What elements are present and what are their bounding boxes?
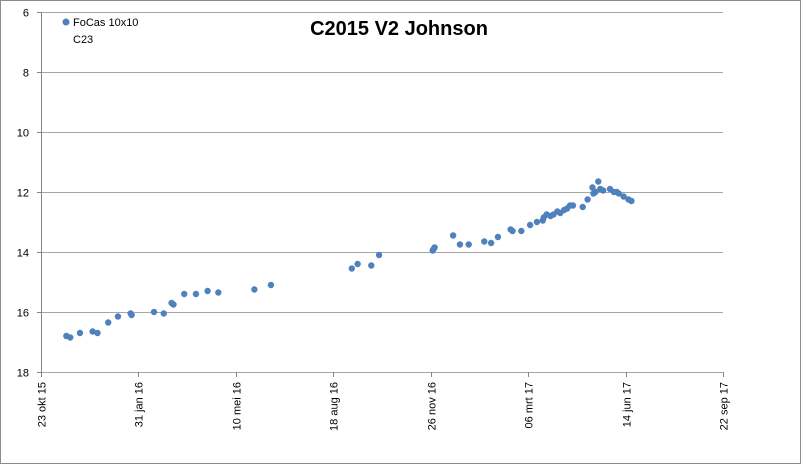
data-point <box>160 310 167 317</box>
x-tick-label: 23 okt 15 <box>37 382 49 427</box>
x-tick-label: 26 nov 16 <box>427 382 439 430</box>
data-point <box>431 244 438 251</box>
y-tick-label: 14 <box>17 248 29 260</box>
y-tick-labels: 6 8 10 12 14 16 18 <box>17 8 29 380</box>
data-point <box>215 289 222 296</box>
x-tick-label: 06 mrt 17 <box>524 382 536 428</box>
data-point <box>628 197 635 205</box>
data-point <box>449 232 457 239</box>
data-point <box>620 193 627 200</box>
data-point <box>94 329 101 337</box>
x-tick-label: 14 jun 17 <box>622 382 634 427</box>
data-point <box>533 218 541 226</box>
data-point <box>204 287 211 295</box>
data-point <box>348 265 355 272</box>
data-point <box>487 239 495 247</box>
data-points <box>63 178 635 341</box>
data-point <box>354 260 361 268</box>
data-point <box>192 290 200 298</box>
y-tick-label: 6 <box>23 8 29 20</box>
data-point <box>509 227 516 235</box>
data-point <box>579 203 586 211</box>
data-point <box>526 221 534 229</box>
data-point <box>76 329 84 337</box>
data-point <box>89 328 96 335</box>
y-tick-label: 12 <box>17 188 29 200</box>
data-point <box>128 311 135 319</box>
y-tick-label: 8 <box>23 68 29 80</box>
data-point <box>569 202 577 209</box>
x-tick-label: 10 mei 16 <box>232 382 244 430</box>
data-point <box>375 251 383 259</box>
y-tick-label: 18 <box>17 368 29 380</box>
data-point <box>599 187 607 194</box>
x-tick-label: 22 sep 17 <box>719 382 731 430</box>
axes <box>37 12 724 377</box>
data-point <box>114 313 122 320</box>
y-tick-label: 10 <box>17 128 29 140</box>
data-point <box>181 290 188 298</box>
data-point <box>465 241 472 248</box>
data-point <box>251 286 258 293</box>
y-tick-label: 16 <box>17 308 29 320</box>
legend: FoCas 10x10 C23 <box>62 17 138 46</box>
data-point <box>170 301 177 308</box>
chart-title: C2015 V2 Johnson <box>310 18 488 40</box>
legend-marker <box>62 18 70 26</box>
data-point <box>494 233 502 241</box>
legend-entry-focas: FoCas 10x10 <box>73 17 138 29</box>
data-point <box>267 281 275 289</box>
legend-entry-c23: C23 <box>73 34 93 46</box>
x-tick-labels: 23 okt 15 31 jan 16 10 mei 16 18 aug 16 26 n… <box>37 382 731 431</box>
x-tick-label: 18 aug 16 <box>329 382 341 431</box>
data-point <box>481 238 488 245</box>
data-point <box>150 308 158 316</box>
data-point <box>592 188 599 196</box>
x-tick-label: 31 jan 16 <box>134 382 146 427</box>
data-point <box>615 190 622 197</box>
data-point <box>456 241 464 248</box>
data-point <box>595 178 602 185</box>
data-point <box>368 262 375 269</box>
data-point <box>584 196 591 203</box>
data-point <box>67 334 74 341</box>
data-point <box>105 319 112 326</box>
data-point <box>518 227 525 235</box>
